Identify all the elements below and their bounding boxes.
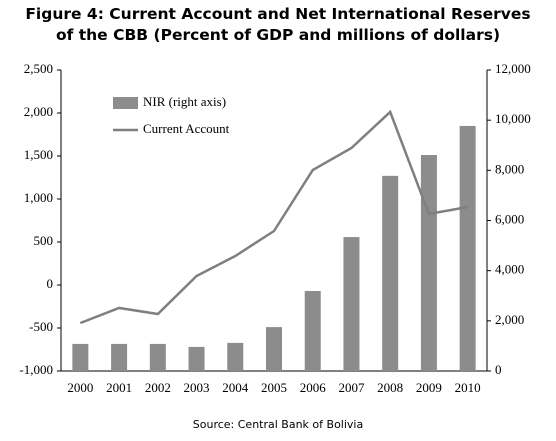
bar bbox=[382, 175, 399, 371]
x-tick-label: 2010 bbox=[455, 380, 481, 395]
x-tick-label: 2005 bbox=[261, 380, 287, 395]
x-tick-label: 2001 bbox=[106, 380, 132, 395]
x-tick-label: 2007 bbox=[338, 380, 365, 395]
y2-tick-label: 2,000 bbox=[495, 312, 524, 327]
y-tick-label: -1,000 bbox=[19, 362, 53, 377]
y-tick-label: -500 bbox=[29, 319, 53, 334]
bar bbox=[111, 343, 128, 371]
y2-tick-label: 4,000 bbox=[495, 262, 524, 277]
x-tick-label: 2002 bbox=[145, 380, 171, 395]
legend-label: NIR (right axis) bbox=[143, 94, 226, 109]
x-tick-label: 2003 bbox=[184, 380, 210, 395]
bar bbox=[304, 290, 321, 371]
x-tick-label: 2000 bbox=[67, 380, 93, 395]
line bbox=[79, 109, 468, 325]
chart-title: Figure 4: Current Account and Net Intern… bbox=[25, 5, 531, 44]
x-tick-label: 2004 bbox=[222, 380, 249, 395]
y-tick-label: 2,000 bbox=[24, 104, 53, 119]
bar bbox=[188, 346, 205, 371]
bar bbox=[72, 343, 89, 371]
source: Source: Central Bank of Bolivia bbox=[193, 418, 363, 431]
y2-tick-label: 6,000 bbox=[495, 211, 524, 226]
y-tick-label: 0 bbox=[47, 276, 54, 291]
y2-tick-label: 12,000 bbox=[495, 61, 531, 76]
bar bbox=[420, 155, 437, 371]
y-tick-label: 1,500 bbox=[24, 147, 53, 162]
x-tick-label: 2006 bbox=[300, 380, 327, 395]
y2-tick-label: 8,000 bbox=[495, 161, 524, 176]
bar bbox=[149, 343, 166, 371]
x-tick-label: 2008 bbox=[377, 380, 403, 395]
bar bbox=[459, 125, 476, 371]
y-tick-label: 2,500 bbox=[24, 61, 53, 76]
y-tick-label: 1,000 bbox=[24, 190, 53, 205]
bar bbox=[343, 237, 360, 371]
legend-label: Current Account bbox=[143, 121, 230, 136]
y2-tick-label: 10,000 bbox=[495, 111, 531, 126]
bar bbox=[266, 327, 282, 371]
x-tick-label: 2009 bbox=[416, 380, 442, 395]
y-tick-label: 500 bbox=[34, 233, 54, 248]
y2-tick-label: 0 bbox=[495, 362, 502, 377]
legend-swatch bbox=[113, 97, 138, 109]
bar bbox=[227, 342, 244, 371]
